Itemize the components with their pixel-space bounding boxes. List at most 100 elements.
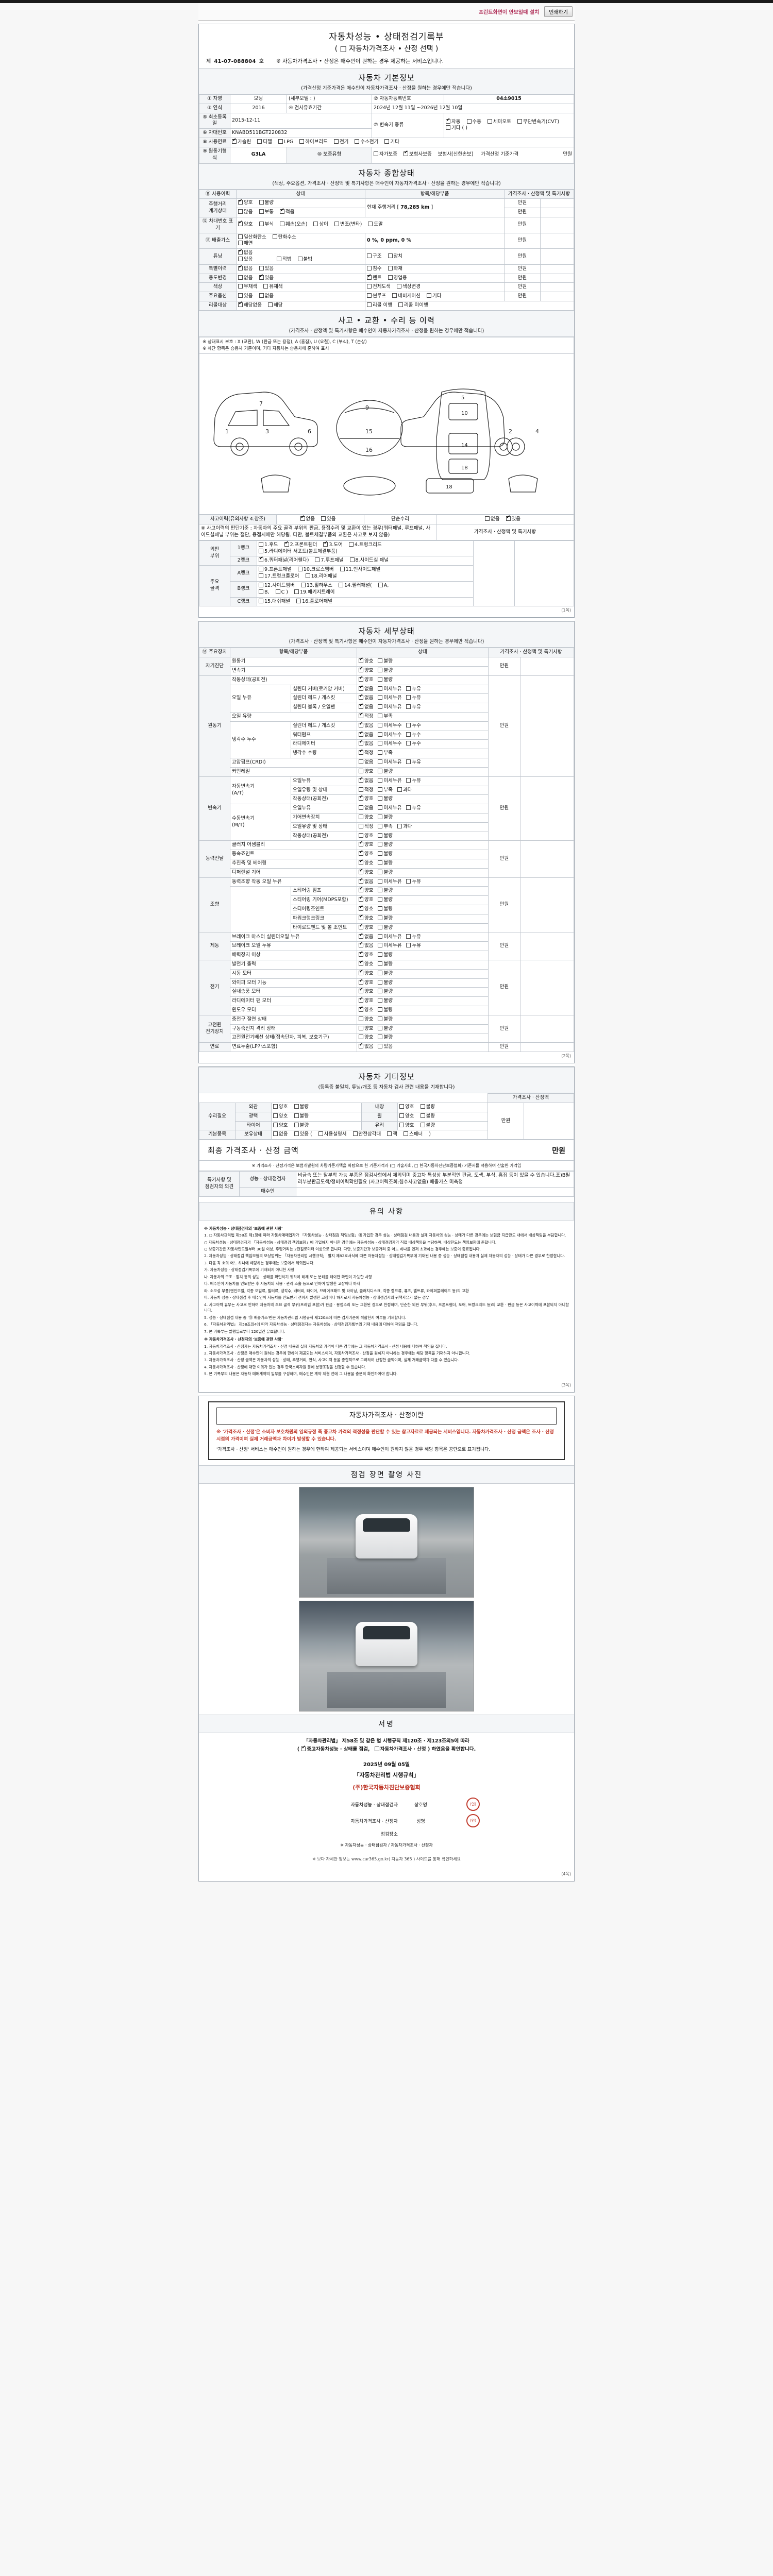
checkbox-icon[interactable] [406,777,411,783]
recall-opt-applicable[interactable]: 해당 [268,302,282,309]
overall-price-value[interactable] [540,198,574,209]
checkbox-icon[interactable] [359,787,363,792]
detail-option[interactable]: 양호 [359,988,373,995]
detail-option[interactable]: 적정 [359,787,373,794]
checkbox-icon[interactable] [397,284,401,289]
detail-option[interactable]: 불량 [378,768,393,775]
checkbox-icon[interactable] [378,722,383,727]
checkbox-icon[interactable] [275,589,280,594]
checkbox-icon[interactable] [359,676,363,682]
detail-option[interactable]: 불량 [378,796,393,803]
detail-price-value[interactable] [520,1042,574,1053]
emission-opt-hc[interactable]: 탄화수소 [272,234,296,241]
trans-opt-cvt[interactable]: 무단변속기(CVT) [517,118,559,126]
checkbox-icon[interactable] [359,997,363,1003]
checkbox-icon[interactable] [294,1113,299,1118]
basic-item-jack[interactable]: 잭 [387,1131,397,1138]
detail-option[interactable]: 없음 [359,703,373,711]
checkbox-icon[interactable] [378,934,383,939]
detail-option[interactable]: 불량 [378,851,393,858]
special-item-fire[interactable]: 화재 [388,265,402,273]
checkbox-icon[interactable] [305,573,310,579]
exterior-bad[interactable]: 불량 [294,1104,309,1111]
detail-option[interactable]: 과다 [397,787,412,794]
overall-price-value[interactable] [540,232,574,249]
checkbox-icon[interactable] [359,823,363,828]
checkbox-icon[interactable] [259,598,263,603]
detail-price-value[interactable] [520,840,574,878]
checkbox-icon[interactable] [359,933,363,939]
detail-option[interactable]: 불량 [378,989,393,995]
checkbox-icon[interactable] [300,515,305,521]
part-side-member[interactable]: 12.사이드멤버 [259,582,295,589]
options-item-nav[interactable]: 네비게이션 [392,293,421,300]
checkbox-icon[interactable] [399,1113,404,1118]
detail-option[interactable]: 부족 [378,750,393,757]
checkbox-icon[interactable] [388,253,393,258]
detail-price-value[interactable] [520,932,574,960]
checkbox-icon[interactable] [399,1122,404,1127]
detail-option[interactable]: 누유 [406,878,421,886]
detail-option[interactable]: 양호 [359,887,373,894]
detail-option[interactable]: 미세누유 [378,943,401,950]
sig-row-1-input[interactable] [442,1813,451,1828]
checkbox-icon[interactable] [340,567,345,572]
checkbox-icon[interactable] [359,768,363,773]
detail-option[interactable]: 불량 [378,658,393,665]
trans-opt-semi[interactable]: 세미오토 [488,118,511,126]
vin-opt-erased[interactable]: 도말 [368,222,383,228]
checkbox-icon[interactable] [359,667,363,672]
checkbox-icon[interactable] [406,759,411,765]
checkbox-icon[interactable] [359,722,363,727]
checkbox-icon[interactable] [323,541,328,547]
checkbox-icon[interactable] [466,118,472,124]
exterior-good[interactable]: 양호 [273,1104,288,1111]
checkbox-icon[interactable] [404,1131,409,1137]
part-package-tray[interactable]: 19.패키지트레이 [294,589,335,596]
vin-opt-damage[interactable]: 훼손(오손) [280,222,307,228]
part-side-sill[interactable]: 8.사이드실 패널 [349,557,389,564]
checkbox-icon[interactable] [359,859,363,865]
checkbox-icon[interactable] [238,234,243,239]
detail-option[interactable]: 양호 [359,1035,373,1041]
detail-option[interactable]: 누유 [406,704,421,711]
checkbox-icon[interactable] [446,118,450,124]
detail-option[interactable]: 양호 [359,833,373,840]
checkbox-icon[interactable] [406,732,411,737]
detail-option[interactable]: 양호 [359,951,373,959]
detail-option[interactable]: 양호 [359,914,373,922]
detail-option[interactable]: 불량 [378,676,393,684]
checkbox-icon[interactable] [284,541,289,547]
checkbox-icon[interactable] [406,695,411,700]
checkbox-icon[interactable] [420,1113,425,1118]
part-hood[interactable]: 1.후드 [259,541,278,549]
tuning-opt-none[interactable]: 없음 [238,249,253,257]
detail-option[interactable]: 없음 [359,777,373,785]
basic-item-spanner[interactable]: 스패너 [404,1131,423,1138]
usage-opt-none[interactable]: 없음 [238,275,253,282]
recall-item-done[interactable]: 리콜 이행 [367,302,392,309]
checkbox-icon[interactable] [359,805,363,810]
detail-option[interactable]: 양호 [359,1025,373,1032]
detail-option[interactable]: 불량 [378,814,393,821]
warranty-opt-insurer[interactable]: 보험사보증 [404,150,432,158]
checkbox-icon[interactable] [238,265,243,270]
checkbox-icon[interactable] [359,951,363,957]
checkbox-icon[interactable] [406,943,411,948]
detail-option[interactable]: 미세누수 [378,732,401,739]
buyer-input[interactable] [296,1187,574,1197]
emission-opt-co[interactable]: 일산화탄소 [238,234,266,241]
checkbox-icon[interactable] [378,1035,383,1040]
detail-option[interactable]: 양호 [359,1016,373,1023]
checkbox-icon[interactable] [259,274,264,280]
detail-option[interactable]: 없음 [359,942,373,950]
part-floor-panel[interactable]: 16.플로어패널 [296,598,332,605]
detail-option[interactable]: 미세누수 [378,741,401,748]
options-opt-none[interactable]: 없음 [259,293,274,300]
checkbox-icon[interactable] [294,1104,299,1109]
trans-opt-other[interactable]: 기타 ( ) [446,125,467,132]
detail-option[interactable]: 양호 [359,896,373,904]
checkbox-icon[interactable] [238,221,243,227]
odo-opt-bad[interactable]: 불량 [259,200,274,207]
detail-option[interactable]: 적정 [359,823,373,831]
